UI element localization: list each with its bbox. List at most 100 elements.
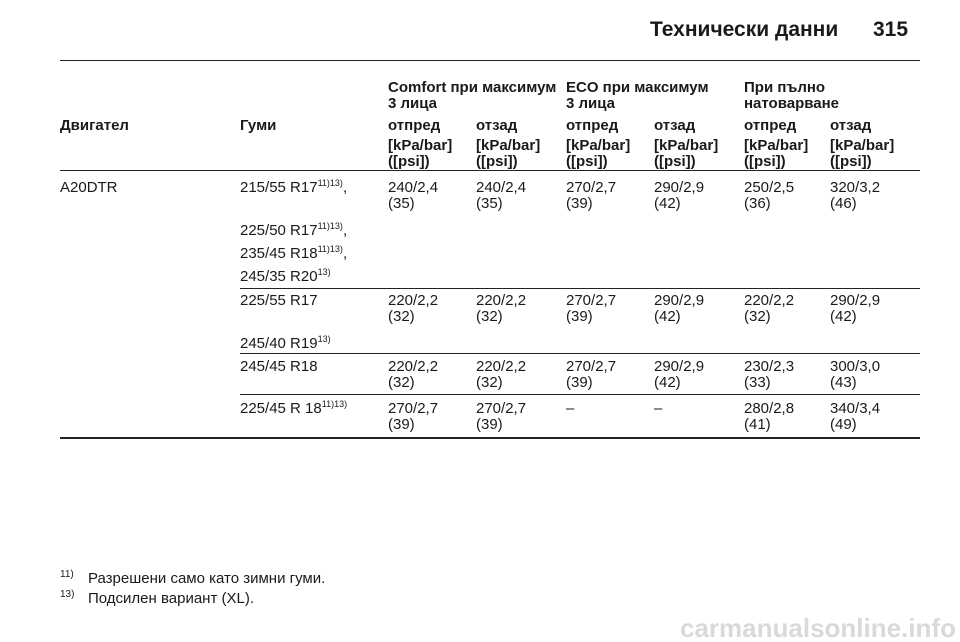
pressure-value: (32) bbox=[744, 308, 771, 325]
tire-size: 245/45 R18 bbox=[240, 359, 318, 375]
tire-name: 225/50 R17 bbox=[240, 222, 318, 239]
unit-label: ([psi]) bbox=[654, 153, 696, 170]
pressure-value: (49) bbox=[830, 416, 857, 433]
pressure-value: (32) bbox=[476, 374, 503, 391]
footnote-ref: 11)13) bbox=[317, 178, 343, 188]
group-header: Comfort при максимум bbox=[388, 79, 557, 96]
pressure-value: (39) bbox=[566, 374, 593, 391]
tire-name: 225/45 R 18 bbox=[240, 400, 322, 417]
pressure-value: (42) bbox=[654, 195, 681, 212]
pressure-value: – bbox=[566, 400, 575, 417]
pressure-value: 340/3,4 bbox=[830, 400, 881, 417]
column-header: Двигател bbox=[60, 117, 129, 134]
pressure-value: 220/2,2 bbox=[744, 292, 795, 309]
footnote-ref: 11)13) bbox=[317, 221, 343, 231]
pressure-value: 240/2,4 bbox=[388, 179, 439, 196]
column-header: отпред bbox=[744, 117, 797, 134]
pressure-value: (35) bbox=[476, 195, 503, 212]
pressure-value: (41) bbox=[744, 416, 771, 433]
pressure-value: (35) bbox=[388, 195, 415, 212]
unit-label: ([psi]) bbox=[744, 153, 786, 170]
pressure-value: 270/2,7 bbox=[476, 400, 527, 417]
pressure-value: 220/2,2 bbox=[388, 292, 439, 309]
footnote-text: Разрешени само като зимни гуми. bbox=[88, 570, 326, 587]
tire-size: 225/55 R17 bbox=[240, 293, 318, 309]
footnote-mark: 11) bbox=[60, 569, 74, 580]
unit-label: [kPa/bar] bbox=[830, 137, 895, 154]
pressure-value: (33) bbox=[744, 374, 771, 391]
footnote-text: Подсилен вариант (XL). bbox=[88, 590, 255, 607]
unit-label: ([psi]) bbox=[566, 153, 608, 170]
pressure-value: 270/2,7 bbox=[566, 292, 617, 309]
separator: , bbox=[342, 179, 348, 196]
pressure-value: (32) bbox=[388, 308, 415, 325]
tire-size: 245/35 R2013) bbox=[240, 268, 331, 285]
pressure-value: (43) bbox=[830, 374, 857, 391]
engine-name: A20DTR bbox=[60, 179, 118, 196]
rule-line bbox=[240, 353, 920, 354]
unit-label: [kPa/bar] bbox=[566, 137, 631, 154]
unit-label: [kPa/bar] bbox=[388, 137, 453, 154]
footnote-ref: 11)13) bbox=[321, 399, 348, 409]
pressure-value: (39) bbox=[476, 416, 503, 433]
pressure-value: 280/2,8 bbox=[744, 400, 795, 417]
pressure-value: 270/2,7 bbox=[566, 358, 617, 375]
tire-name: 215/55 R17 bbox=[240, 179, 318, 196]
footnote-mark: 13) bbox=[60, 589, 75, 600]
tire-size: 225/45 R 1811)13) bbox=[240, 399, 348, 417]
rule-line bbox=[240, 394, 920, 395]
page-number: 315 bbox=[873, 18, 909, 41]
unit-label: [kPa/bar] bbox=[654, 137, 719, 154]
pressure-value: (42) bbox=[654, 308, 681, 325]
group-header: 3 лица bbox=[388, 95, 438, 112]
column-header: Гуми bbox=[240, 117, 277, 134]
group-header: натоварване bbox=[744, 95, 840, 112]
tire-name: 225/55 R17 bbox=[240, 292, 318, 309]
pressure-value: 240/2,4 bbox=[476, 179, 527, 196]
separator: , bbox=[342, 245, 348, 262]
pressure-value: 270/2,7 bbox=[566, 179, 617, 196]
footnote-ref: 11)13) bbox=[317, 244, 343, 254]
tire-name: 245/45 R18 bbox=[240, 358, 318, 375]
pressure-value: 220/2,2 bbox=[388, 358, 439, 375]
footnote-ref: 13) bbox=[317, 334, 331, 344]
pressure-value: (42) bbox=[654, 374, 681, 391]
pressure-value: 300/3,0 bbox=[830, 358, 881, 375]
column-header: отпред bbox=[388, 117, 441, 134]
tire-name: 245/35 R20 bbox=[240, 268, 318, 285]
pressure-value: (42) bbox=[830, 308, 857, 325]
unit-label: ([psi]) bbox=[388, 153, 430, 170]
pressure-value: 290/2,9 bbox=[654, 179, 705, 196]
group-header: При пълно bbox=[744, 79, 826, 96]
pressure-value: 290/2,9 bbox=[654, 358, 705, 375]
unit-label: [kPa/bar] bbox=[744, 137, 809, 154]
pressure-value: 230/2,3 bbox=[744, 358, 795, 375]
pressure-value: (39) bbox=[566, 308, 593, 325]
page-title: Технически данни bbox=[650, 18, 839, 41]
tire-size: 215/55 R1711)13), bbox=[240, 178, 348, 196]
pressure-value: (46) bbox=[830, 195, 857, 212]
tire-size: 235/45 R1811)13), bbox=[240, 244, 348, 262]
pressure-value: 320/3,2 bbox=[830, 179, 881, 196]
group-header: 3 лица bbox=[566, 95, 616, 112]
pressure-value: 290/2,9 bbox=[830, 292, 881, 309]
column-header: отзад bbox=[476, 117, 518, 134]
pressure-value: (36) bbox=[744, 195, 771, 212]
column-header: отзад bbox=[654, 117, 696, 134]
pressure-value: (39) bbox=[388, 416, 415, 433]
pressure-value: 270/2,7 bbox=[388, 400, 439, 417]
pressure-value: 290/2,9 bbox=[654, 292, 705, 309]
pressure-value: 250/2,5 bbox=[744, 179, 795, 196]
unit-label: [kPa/bar] bbox=[476, 137, 541, 154]
rule-line bbox=[240, 288, 920, 289]
column-header: отзад bbox=[830, 117, 872, 134]
pressure-value: (32) bbox=[388, 374, 415, 391]
watermark: carmanualsonline.info bbox=[680, 613, 956, 642]
column-header: отпред bbox=[566, 117, 619, 134]
tire-size: 225/50 R1711)13), bbox=[240, 221, 347, 239]
pressure-value: – bbox=[654, 400, 663, 417]
rule-line bbox=[60, 60, 920, 61]
pressure-value: (32) bbox=[476, 308, 503, 325]
group-header: ECO при максимум bbox=[566, 79, 709, 96]
